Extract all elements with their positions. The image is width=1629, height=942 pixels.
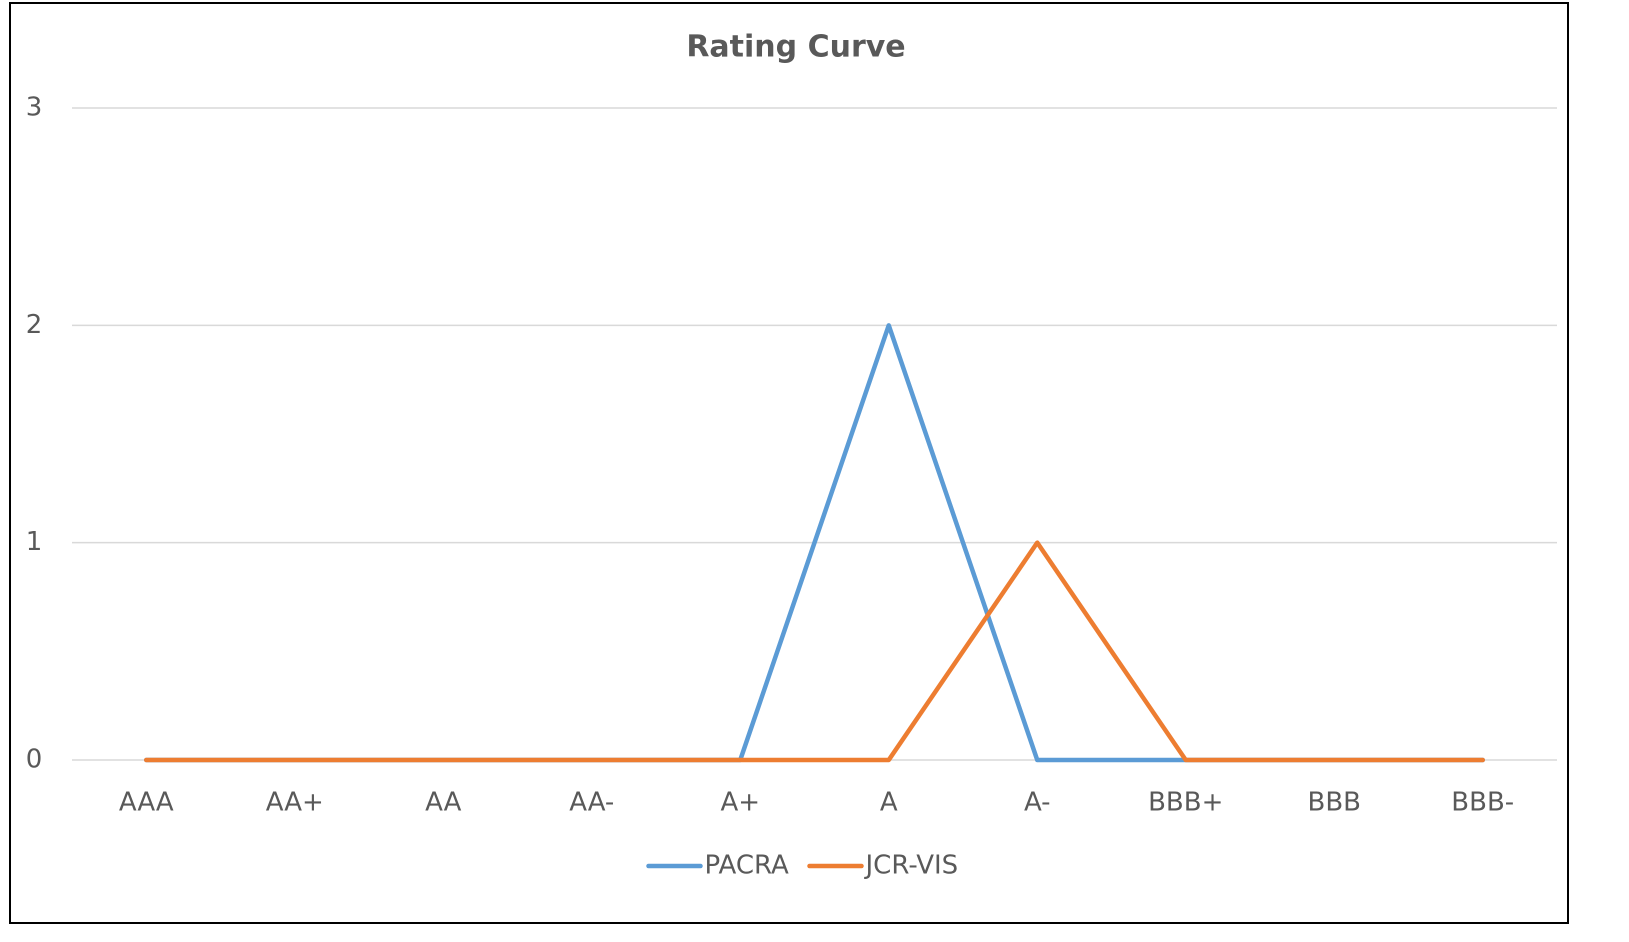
x-tick-label: AA xyxy=(425,788,462,818)
y-tick-label: 2 xyxy=(26,310,43,340)
legend-label: JCR-VIS xyxy=(864,851,959,881)
chart-border xyxy=(9,2,1569,924)
x-tick-label: AA- xyxy=(569,788,614,818)
x-tick-label: A- xyxy=(1024,788,1051,818)
chart-title: Rating Curve xyxy=(686,30,905,65)
x-tick-label: A xyxy=(880,788,898,818)
y-tick-label: 0 xyxy=(26,745,43,775)
legend-label: PACRA xyxy=(705,851,790,881)
line-series xyxy=(144,540,1485,763)
x-tick-label: A+ xyxy=(720,788,760,818)
x-tick-label: AA+ xyxy=(266,788,324,818)
x-tick-label: AAA xyxy=(119,788,174,818)
x-tick-label: BBB xyxy=(1307,788,1361,818)
x-tick-label: BBB+ xyxy=(1148,788,1223,818)
y-tick-label: 3 xyxy=(26,93,43,123)
y-tick-label: 1 xyxy=(26,527,43,557)
x-tick-label: BBB- xyxy=(1451,788,1514,818)
